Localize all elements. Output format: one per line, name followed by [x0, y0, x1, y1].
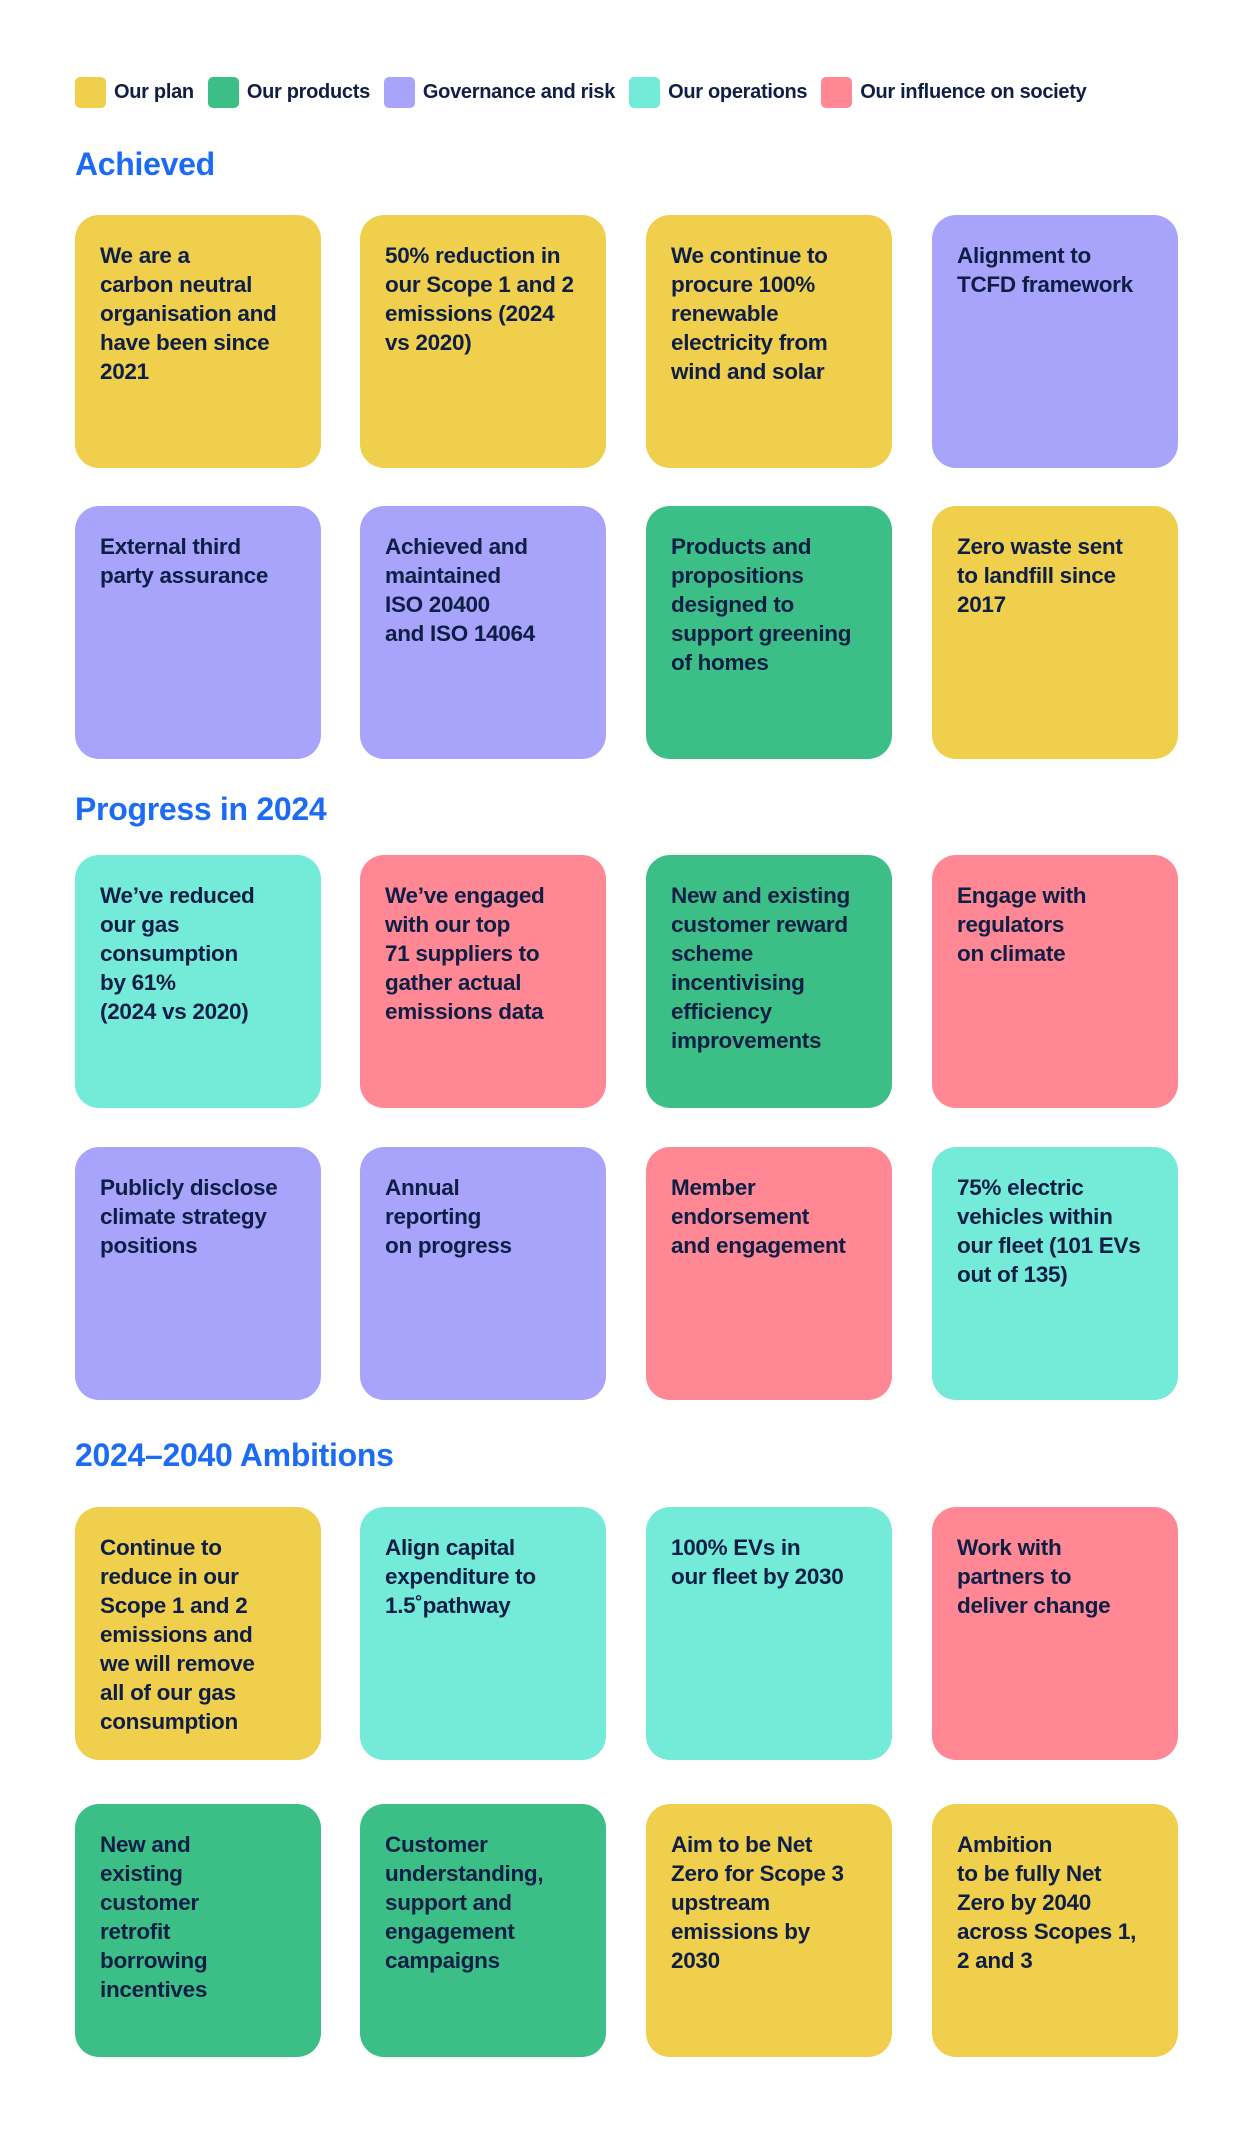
- legend-item-governance: Governance and risk: [383, 77, 616, 108]
- card-text: Align capital expenditure to 1.5˚pathway: [385, 1535, 536, 1618]
- card-operations: We’ve reduced our gas consumption by 61%…: [75, 855, 321, 1108]
- legend-item-products: Our products: [207, 77, 370, 108]
- card-plan: We are a carbon neutral organisation and…: [75, 215, 321, 468]
- card-text: Ambition to be fully Net Zero by 2040 ac…: [957, 1832, 1137, 1973]
- card-governance: Annual reporting on progress: [360, 1147, 606, 1400]
- section-heading: 2024–2040 Ambitions: [75, 1437, 394, 1473]
- card-text: New and existing customer reward scheme …: [671, 883, 850, 1053]
- legend-label: Our operations: [668, 81, 808, 103]
- card-influence: We’ve engaged with our top 71 suppliers …: [360, 855, 606, 1108]
- card-text: External third party assurance: [100, 534, 269, 588]
- card-text: 50% reduction in our Scope 1 and 2 emiss…: [385, 243, 574, 355]
- legend-item-operations: Our operations: [629, 77, 808, 108]
- card-text: Engage with regulators on climate: [957, 883, 1087, 966]
- legend-label: Our products: [246, 81, 370, 103]
- card-text: We are a carbon neutral organisation and…: [100, 243, 277, 384]
- card-text: We’ve reduced our gas consumption by 61%…: [100, 883, 255, 1024]
- card-influence: Member endorsement and engagement: [646, 1147, 892, 1400]
- card-products: Products and propositions designed to su…: [646, 506, 892, 759]
- card-plan: Zero waste sent to landfill since 2017: [932, 506, 1178, 759]
- card-text: Annual reporting on progress: [385, 1175, 512, 1258]
- card-text: We continue to procure 100% renewable el…: [671, 243, 828, 384]
- legend-label: Our influence on society: [860, 81, 1087, 103]
- card-operations: Align capital expenditure to 1.5˚pathway: [360, 1507, 606, 1760]
- legend-swatch: [207, 77, 239, 108]
- legend-swatch: [629, 77, 661, 108]
- card-text: Zero waste sent to landfill since 2017: [957, 534, 1123, 617]
- card-text: Publicly disclose climate strategy posit…: [100, 1175, 278, 1258]
- card-plan: Aim to be Net Zero for Scope 3 upstream …: [646, 1804, 892, 2057]
- card-governance: External third party assurance: [75, 506, 321, 759]
- section-heading: Progress in 2024: [75, 791, 327, 827]
- card-text: Products and propositions designed to su…: [671, 534, 852, 675]
- card-governance: Publicly disclose climate strategy posit…: [75, 1147, 321, 1400]
- legend-item-plan: Our plan: [75, 77, 194, 108]
- card-products: New and existing customer retrofit borro…: [75, 1804, 321, 2057]
- card-products: Customer understanding, support and enga…: [360, 1804, 606, 2057]
- card-plan: Ambition to be fully Net Zero by 2040 ac…: [932, 1804, 1178, 2057]
- card-text: Achieved and maintained ISO 20400 and IS…: [385, 534, 535, 646]
- card-text: Aim to be Net Zero for Scope 3 upstream …: [671, 1832, 844, 1973]
- card-governance: Alignment to TCFD framework: [932, 215, 1178, 468]
- card-plan: 50% reduction in our Scope 1 and 2 emiss…: [360, 215, 606, 468]
- card-text: 100% EVs in our fleet by 2030: [671, 1535, 844, 1589]
- card-text: Work with partners to deliver change: [957, 1535, 1111, 1618]
- card-text: Alignment to TCFD framework: [957, 243, 1133, 297]
- card-products: New and existing customer reward scheme …: [646, 855, 892, 1108]
- card-text: Continue to reduce in our Scope 1 and 2 …: [100, 1535, 255, 1734]
- section-heading: Achieved: [75, 146, 215, 182]
- card-text: 75% electric vehicles within our fleet (…: [957, 1175, 1141, 1287]
- card-text: Member endorsement and engagement: [671, 1175, 846, 1258]
- card-plan: Continue to reduce in our Scope 1 and 2 …: [75, 1507, 321, 1760]
- card-influence: Work with partners to deliver change: [932, 1507, 1178, 1760]
- legend-label: Our plan: [114, 81, 194, 103]
- legend-swatch: [821, 77, 853, 108]
- card-plan: We continue to procure 100% renewable el…: [646, 215, 892, 468]
- legend-swatch: [75, 77, 106, 108]
- card-operations: 75% electric vehicles within our fleet (…: [932, 1147, 1178, 1400]
- card-influence: Engage with regulators on climate: [932, 855, 1178, 1108]
- legend: Our plan Our products Governance and risk O…: [75, 77, 1100, 108]
- card-operations: 100% EVs in our fleet by 2030: [646, 1507, 892, 1760]
- card-text: We’ve engaged with our top 71 suppliers …: [385, 883, 545, 1024]
- legend-label: Governance and risk: [422, 81, 616, 103]
- card-text: New and existing customer retrofit borro…: [100, 1832, 208, 2002]
- card-text: Customer understanding, support and enga…: [385, 1832, 544, 1973]
- legend-swatch: [383, 77, 415, 108]
- card-governance: Achieved and maintained ISO 20400 and IS…: [360, 506, 606, 759]
- legend-item-influence: Our influence on society: [821, 77, 1087, 108]
